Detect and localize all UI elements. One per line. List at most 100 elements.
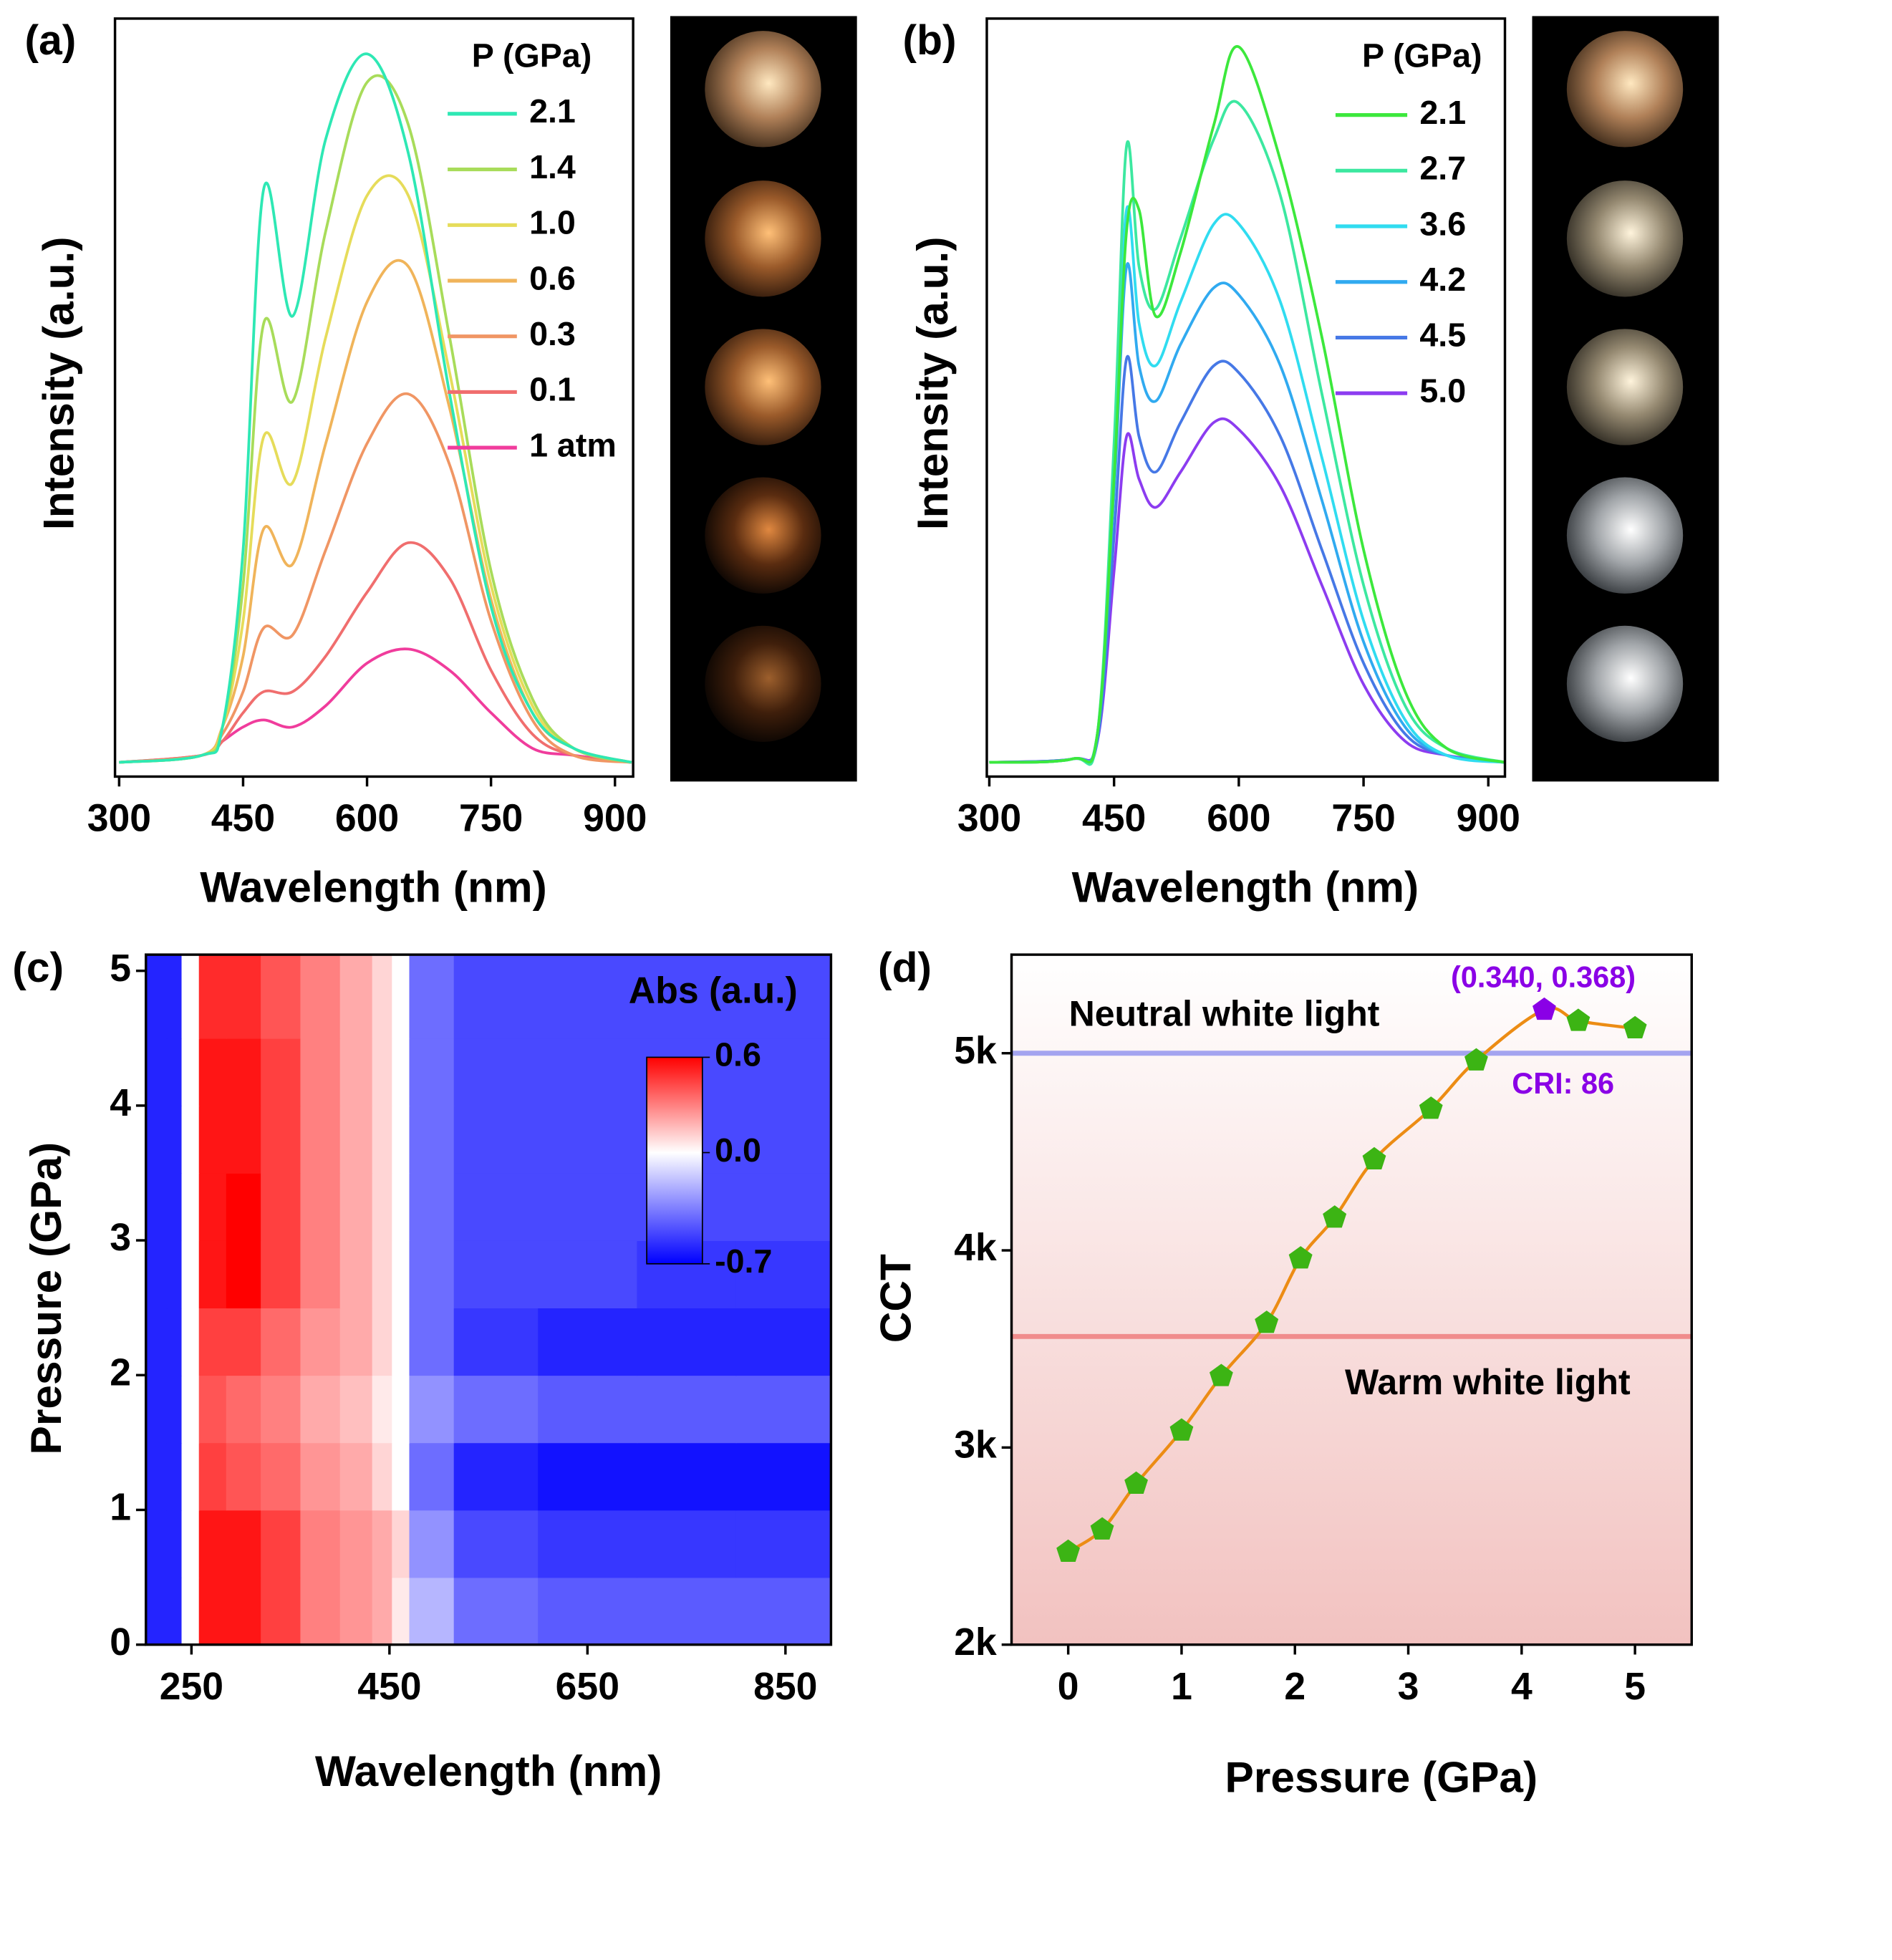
legend-label: 2.7	[1419, 150, 1466, 187]
data-point	[1288, 1246, 1313, 1269]
heat-cell	[735, 1172, 832, 1241]
x-tick-label: 300	[957, 798, 1021, 840]
panel-d-background	[1011, 955, 1692, 1645]
heat-cell	[339, 1105, 373, 1174]
heat-cell	[735, 1038, 832, 1106]
heat-cell	[735, 1442, 832, 1511]
y-axis-title: Intensity (a.u.)	[908, 237, 957, 531]
heat-cell	[166, 1172, 183, 1241]
heat-cell	[198, 1510, 227, 1578]
spectrum-line	[989, 417, 1505, 764]
heat-cell	[261, 1510, 301, 1578]
y-tick-label: 2k	[954, 1621, 997, 1664]
heat-cell	[392, 1577, 410, 1646]
legend-label: 2.1	[1419, 94, 1466, 131]
heat-cell	[372, 1105, 393, 1174]
fit-curve	[1067, 1006, 1636, 1553]
heat-cell	[409, 1510, 455, 1578]
heat-cell	[372, 1577, 393, 1646]
legend-label: 0.6	[529, 259, 576, 296]
heat-cell	[261, 1308, 301, 1376]
heat-cell	[145, 1038, 168, 1106]
x-tick-label: 650	[556, 1666, 619, 1708]
y-axis-title: Intensity (a.u.)	[34, 237, 82, 531]
legend-label: 1.0	[529, 204, 576, 241]
panel-label: (a)	[25, 17, 77, 64]
heat-cell	[198, 1038, 227, 1106]
heat-cell	[261, 1105, 301, 1174]
panel: P (GPa) 2.1 2.7 3.6 4.2 4.5 5.0 300 450 600 750 900…	[903, 17, 1520, 911]
heat-cell	[226, 955, 261, 1039]
heat-cell	[538, 1172, 638, 1241]
heat-cell	[145, 1172, 168, 1241]
spectrum-line	[989, 100, 1505, 766]
x-tick-label: 5	[1624, 1666, 1646, 1708]
heat-cell	[409, 1240, 455, 1309]
heat-cell	[261, 1375, 301, 1444]
heat-cell	[226, 1172, 261, 1241]
heat-cell	[198, 1172, 227, 1241]
heat-cell	[181, 1038, 200, 1106]
heat-cell	[637, 1375, 737, 1444]
colorbar	[646, 1056, 703, 1265]
heat-cell	[166, 955, 183, 1039]
annotation: CRI: 86	[1512, 1066, 1614, 1100]
heat-cell	[538, 1442, 638, 1511]
x-tick-label: 450	[211, 798, 275, 840]
legend-label: 2.1	[529, 92, 576, 130]
heat-cell	[538, 1240, 638, 1309]
y-tick-label: 2	[110, 1351, 131, 1394]
heat-cell	[735, 1308, 832, 1376]
heat-cell	[300, 1105, 341, 1174]
data-point	[1124, 1471, 1148, 1494]
heat-cell	[145, 955, 168, 1039]
heat-cell	[261, 1240, 301, 1309]
legend-label: 0.3	[529, 315, 576, 352]
heat-cell	[409, 1172, 455, 1241]
x-tick-label: 4	[1511, 1666, 1533, 1708]
y-tick-label: 4	[110, 1082, 131, 1124]
heat-cell	[372, 1308, 393, 1376]
photo-strip-a	[670, 16, 857, 782]
heat-cell	[392, 1308, 410, 1376]
x-axis-title: Wavelength (nm)	[200, 862, 546, 911]
y-axis-title: Pressure (GPa)	[21, 1142, 70, 1455]
heat-cell	[181, 1172, 200, 1241]
legend-label: 3.6	[1419, 205, 1466, 242]
heat-cell	[538, 1510, 638, 1578]
heat-cell	[637, 955, 737, 1039]
legend-label: 0.1	[529, 371, 576, 408]
heat-cell	[166, 1442, 183, 1511]
x-tick-label: 900	[583, 798, 647, 840]
y-tick-label: 3k	[954, 1424, 997, 1466]
photo-strip-b	[1532, 16, 1719, 782]
heat-cell	[166, 1510, 183, 1578]
heat-cell	[339, 1172, 373, 1241]
data-point	[1209, 1363, 1233, 1386]
heat-cell	[226, 1308, 261, 1376]
heat-cell	[637, 1308, 737, 1376]
x-tick-label: 750	[1331, 798, 1395, 840]
heat-cell	[300, 1038, 341, 1106]
x-tick-label: 450	[357, 1666, 421, 1708]
heat-cell	[145, 1577, 168, 1646]
spectrum-line	[119, 74, 632, 764]
heat-cell	[166, 1105, 183, 1174]
x-tick-label: 900	[1457, 798, 1520, 840]
y-tick-label: 5	[110, 947, 131, 990]
heat-cell	[181, 1308, 200, 1376]
heat-cell	[198, 1375, 227, 1444]
panel-label: (b)	[903, 17, 957, 64]
heat-cell	[372, 1172, 393, 1241]
plot-frame	[1010, 953, 1693, 1646]
heat-cell	[392, 1375, 410, 1444]
heat-cell	[409, 955, 455, 1039]
heat-cell	[226, 1038, 261, 1106]
heat-cell	[261, 955, 301, 1039]
heat-cell	[735, 1577, 832, 1646]
heat-cell	[339, 1510, 373, 1578]
heat-cell	[300, 1510, 341, 1578]
x-tick-label: 850	[753, 1666, 817, 1708]
heat-cell	[538, 1308, 638, 1376]
y-tick-label: 4k	[954, 1227, 997, 1269]
